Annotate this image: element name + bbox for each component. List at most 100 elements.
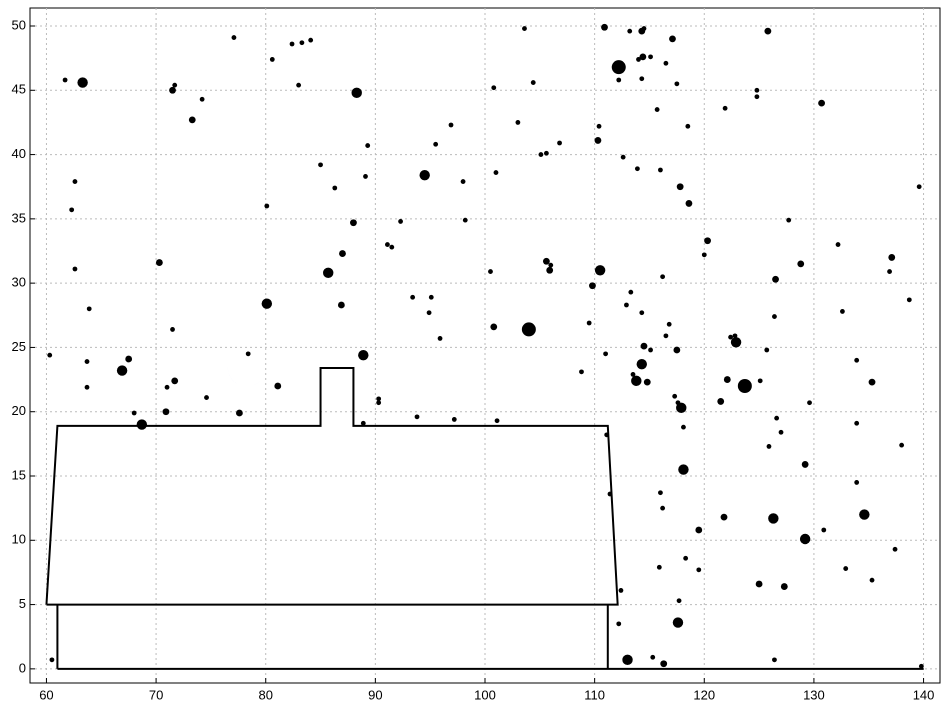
star [350,219,357,226]
star [781,583,788,590]
star [639,310,644,315]
star [702,252,707,257]
y-tick-label: 50 [12,17,26,32]
star [755,88,760,93]
x-tick-label: 90 [368,687,382,702]
star [543,258,550,265]
star [764,28,771,35]
star [171,377,178,384]
star [888,254,895,261]
star [622,655,632,665]
star [438,336,443,341]
y-tick-label: 45 [12,82,26,97]
star [165,385,170,390]
star [854,480,859,485]
star [859,509,869,519]
star [637,359,647,369]
star [887,269,892,274]
star [619,588,624,593]
star [389,245,394,250]
x-tick-label: 130 [803,687,825,702]
star [262,299,272,309]
star [907,297,912,302]
star [488,269,493,274]
star [339,250,346,257]
star [579,369,584,374]
star [836,242,841,247]
star [767,444,772,449]
star [772,657,777,662]
star [515,120,520,125]
y-tick-label: 15 [12,467,26,482]
star [724,376,731,383]
star [73,267,78,272]
star [290,42,295,47]
y-tick-label: 20 [12,403,26,418]
star [639,76,644,81]
star [300,40,305,45]
star [683,556,688,561]
star [117,365,127,375]
star [717,398,724,405]
star [686,200,693,207]
star [628,290,633,295]
star [696,567,701,572]
star [595,265,605,275]
star [854,358,859,363]
x-tick-label: 60 [39,687,53,702]
star [660,660,667,667]
star [616,78,621,83]
star [63,78,68,83]
star [376,400,381,405]
star [676,403,686,413]
star [797,260,804,267]
star [658,490,663,495]
star [818,100,825,107]
star [522,322,536,336]
star [616,621,621,626]
star [365,143,370,148]
star [756,581,763,588]
star [677,598,682,603]
star [774,416,779,421]
star [189,116,196,123]
chart: 6070809010011012013014005101520253035404… [0,0,941,708]
star [738,379,752,393]
star [557,141,562,146]
star [695,527,702,534]
star [664,333,669,338]
star [657,565,662,570]
star [85,359,90,364]
star [772,276,779,283]
star [50,657,55,662]
star [398,219,403,224]
star [685,124,690,129]
star [156,259,163,266]
star [627,29,632,34]
star [764,348,769,353]
star [917,184,922,189]
star [821,528,826,533]
star [352,88,362,98]
star [200,97,205,102]
star [296,83,301,88]
star [410,295,415,300]
star [786,218,791,223]
star [655,107,660,112]
star [69,207,74,212]
star [332,186,337,191]
star [869,379,876,386]
star [893,547,898,552]
star [650,655,655,660]
star [597,124,602,129]
star [246,351,251,356]
x-tick-label: 70 [149,687,163,702]
star [531,80,536,85]
star [308,38,313,43]
star [170,327,175,332]
star [544,151,549,156]
star [843,566,848,571]
star [494,170,499,175]
star [899,443,904,448]
star [132,411,137,416]
